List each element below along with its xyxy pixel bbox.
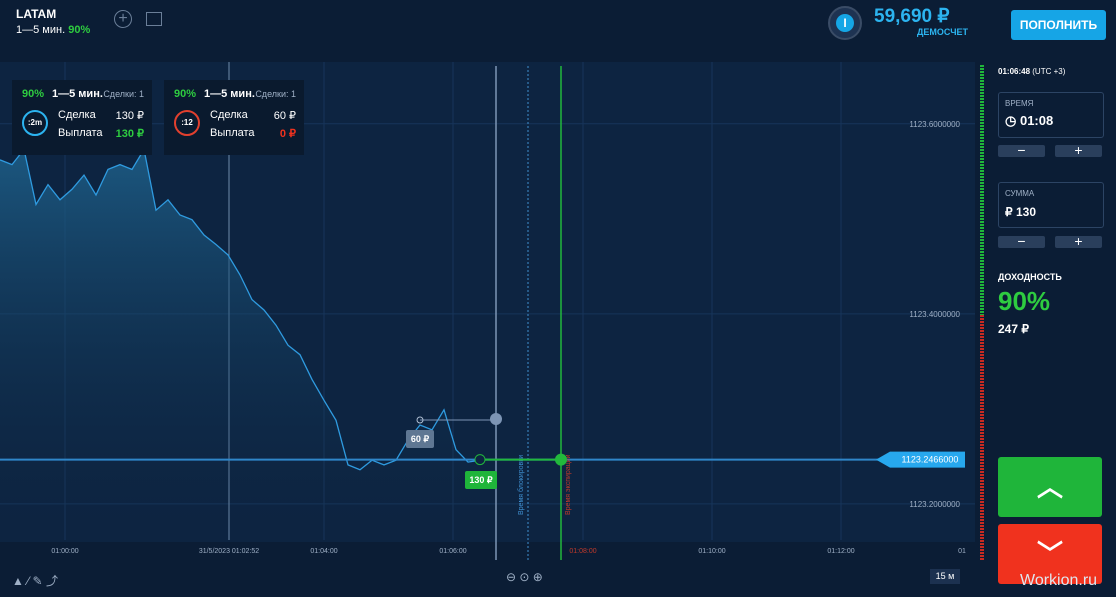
marker-60: 60 ₽ <box>411 434 430 444</box>
trade-payout-label: Выплата <box>210 127 255 139</box>
y-tick-label: 1123.2000000 <box>909 500 960 509</box>
duration-plus[interactable]: + <box>1055 143 1102 157</box>
asset-payout: 90% <box>68 24 91 36</box>
y-tick-label: 1123.6000000 <box>909 120 960 129</box>
x-tick-label: 01:06:00 <box>439 548 466 555</box>
trade-card[interactable]: 90% 1—5 мин. Сделки: 1 :12 Сделка 60 ₽ Выплата… <box>164 80 304 155</box>
trade-payout-amount: 0 ₽ <box>279 128 296 140</box>
trade-period: 1—5 мин. <box>52 88 103 100</box>
duration-label: ВРЕМЯ <box>1005 99 1034 108</box>
duration: ◷ 01:08 <box>1005 113 1054 128</box>
avatar-icon: I <box>836 14 854 32</box>
expiry-label: Время экспирации <box>565 454 572 515</box>
trade-deal-label: Сделка <box>210 109 248 121</box>
trade-deal-label: Сделка <box>58 109 96 121</box>
account-type[interactable]: ДЕМОСЧЕТ <box>917 27 969 37</box>
time: 01:06:48 <box>998 67 1031 76</box>
layout-button[interactable] <box>146 12 162 26</box>
deposit-button[interactable]: ПОПОЛНИТЬ <box>1011 10 1106 40</box>
deal-130-start <box>474 454 486 466</box>
x-tick-label: 01:00:00 <box>51 548 78 555</box>
put-button[interactable]: ﹀ <box>998 524 1102 584</box>
asset[interactable]: LATAM <box>16 7 57 21</box>
asset-period: 1—5 мин. <box>16 24 66 36</box>
price-area <box>0 149 480 540</box>
timezone: (UTC +3) <box>1032 67 1066 76</box>
add-asset[interactable]: + <box>114 10 132 28</box>
trade-timer: :2m <box>22 110 48 136</box>
x-tick-label: 01:08:00 <box>569 548 596 555</box>
balance: 59,690 ₽ <box>874 6 950 27</box>
trade-payout-amount: 130 ₽ <box>115 128 144 140</box>
server-time: 01:06:48 (UTC +3) <box>998 67 1065 76</box>
trade-period: 1—5 мин. <box>204 88 255 100</box>
duration-minus[interactable]: − <box>998 143 1045 157</box>
trade-deals: Сделки: 1 <box>103 89 144 99</box>
deal-60-start <box>416 416 424 424</box>
marker-130: 130 ₽ <box>469 475 493 485</box>
trade-payout-label: Выплата <box>58 127 103 139</box>
x-tick-label: 01 <box>958 548 966 555</box>
y-tick-label: 1123.4000000 <box>909 310 960 319</box>
profit-label: ДОХОДНОСТЬ <box>998 272 1062 282</box>
amount-plus[interactable]: + <box>1055 234 1102 248</box>
watermark: Workion.ru <box>1020 572 1098 589</box>
sell-sentiment <box>980 315 984 561</box>
amount-minus[interactable]: − <box>998 234 1045 248</box>
deal-130-end <box>555 453 567 466</box>
trade-deal-amount: 60 ₽ <box>273 110 296 122</box>
crosshair-label: 31/5/2023 01:02:52 <box>199 548 259 555</box>
trade-timer: :12 <box>174 110 200 136</box>
timeframe[interactable]: 15 м <box>930 569 960 584</box>
trade-card[interactable]: 90% 1—5 мин. Сделки: 1 :2m Сделка 130 ₽ Выплат… <box>12 80 152 155</box>
duration-box[interactable]: ВРЕМЯ ◷ 01:08 <box>998 92 1104 138</box>
avatar[interactable]: I <box>828 6 862 40</box>
buy-sentiment <box>980 65 984 315</box>
trade-deal-amount: 130 ₽ <box>115 110 144 122</box>
x-tick-label: 01:12:00 <box>827 548 854 555</box>
profit-amount: 247 ₽ <box>998 322 1029 336</box>
trade-payout: 90% <box>22 88 45 100</box>
profit-percent: 90% <box>998 286 1051 316</box>
current-price-tag <box>876 451 965 468</box>
lock-label: Время блокировки <box>517 455 525 515</box>
x-tick-label: 01:04:00 <box>310 548 337 555</box>
trade-payout: 90% <box>174 88 197 100</box>
current-price-label: 1123.2466000 <box>902 455 959 465</box>
deal-60-end <box>490 413 502 425</box>
marker-60-box <box>406 430 434 448</box>
price-line <box>0 147 481 471</box>
amount-box[interactable]: СУММА ₽ 130 <box>998 182 1104 228</box>
x-tick-label: 01:10:00 <box>698 548 725 555</box>
duration-value: 01:08 <box>1019 113 1054 128</box>
call-button[interactable]: ︿ <box>998 457 1102 517</box>
amount-label: СУММА <box>1005 189 1035 198</box>
marker-130-box <box>465 471 497 489</box>
asset-info: 1—5 мин. 90% <box>16 24 90 36</box>
amount: ₽ 130 <box>1005 205 1036 219</box>
trade-deals: Сделки: 1 <box>255 89 296 99</box>
zoom-controls[interactable]: ⊖ ⊙ ⊕ <box>506 570 543 584</box>
chart-tools[interactable]: ▲ ⁄ ✎ ⤴ <box>12 574 58 588</box>
